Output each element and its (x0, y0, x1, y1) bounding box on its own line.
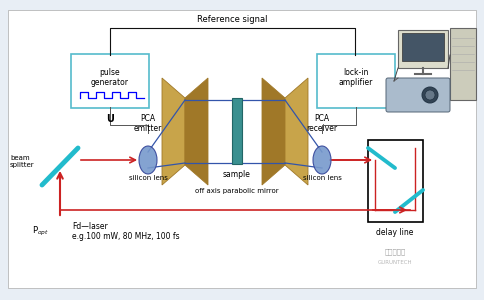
Text: delay line: delay line (377, 228, 414, 237)
FancyBboxPatch shape (386, 78, 450, 112)
FancyBboxPatch shape (232, 98, 242, 164)
Polygon shape (162, 78, 185, 185)
Polygon shape (285, 78, 308, 185)
Text: pulse
generator: pulse generator (91, 68, 129, 87)
Circle shape (422, 87, 438, 103)
Text: 固态光子网: 固态光子网 (384, 248, 406, 255)
Text: U: U (106, 114, 114, 124)
Text: off axis parabolic mirror: off axis parabolic mirror (195, 188, 279, 194)
Polygon shape (185, 78, 208, 185)
Text: beam
splitter: beam splitter (10, 155, 35, 169)
Polygon shape (262, 78, 285, 185)
Text: Fd—laser
e.g.100 mW, 80 MHz, 100 fs: Fd—laser e.g.100 mW, 80 MHz, 100 fs (72, 222, 180, 242)
Ellipse shape (139, 146, 157, 174)
FancyBboxPatch shape (450, 28, 476, 100)
FancyBboxPatch shape (398, 30, 448, 68)
Text: PCA
receiver: PCA receiver (306, 114, 337, 133)
Text: silicon lens: silicon lens (302, 175, 341, 181)
Ellipse shape (313, 146, 331, 174)
FancyBboxPatch shape (402, 33, 444, 61)
Text: sample: sample (223, 170, 251, 179)
Text: silicon lens: silicon lens (129, 175, 167, 181)
Text: Reference signal: Reference signal (197, 15, 267, 24)
Text: PCA
emitter: PCA emitter (134, 114, 162, 133)
FancyBboxPatch shape (317, 54, 395, 108)
Circle shape (425, 90, 435, 100)
FancyBboxPatch shape (8, 10, 476, 288)
FancyBboxPatch shape (71, 54, 149, 108)
Text: P$_{opt}$: P$_{opt}$ (31, 225, 48, 238)
Text: lock-in
amplifier: lock-in amplifier (339, 68, 373, 87)
Text: GURUNTECH: GURUNTECH (378, 260, 412, 265)
FancyBboxPatch shape (368, 140, 423, 222)
